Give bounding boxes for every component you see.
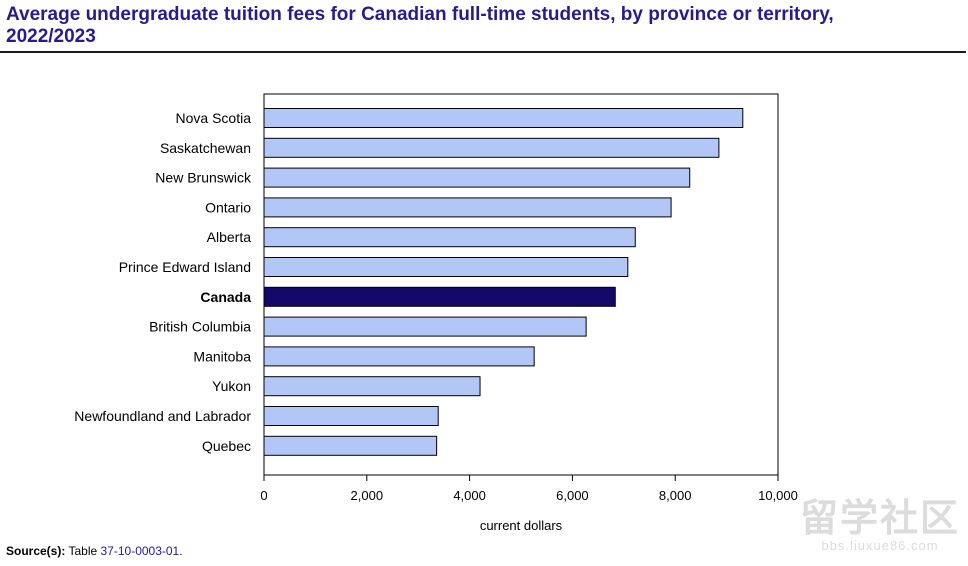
category-label: Nova Scotia [176,110,252,126]
category-label: Manitoba [193,348,251,364]
bar-newfoundland-and-labrador [263,406,439,426]
category-label: Newfoundland and Labrador [74,408,251,424]
bar-new-brunswick [263,167,691,188]
category-label: Canada [200,289,251,305]
category-label: New Brunswick [155,170,252,186]
source-prefix: Table [68,544,98,558]
bar-chart: Nova Scotia Saskatchewan New Brunswick Onta… [74,93,798,533]
x-tick-label: 2,000 [351,488,384,503]
bar-quebec [263,435,438,456]
category-label: Ontario [205,199,251,215]
bar-canada [263,286,616,307]
x-tick-label: 4,000 [453,488,486,503]
x-tick-label: 10,000 [758,488,798,503]
bar-british-columbia [263,316,587,337]
bar-ontario [263,197,672,218]
bar-alberta [263,227,636,248]
bar-nova-scotia [263,108,744,128]
chart-title: Average undergraduate tuition fees for C… [6,4,834,47]
bar-saskatchewan [263,137,720,158]
x-tick-label: 8,000 [659,488,692,503]
bar-yukon [263,376,481,397]
source-label: Source(s): [6,544,66,558]
category-label: British Columbia [149,319,251,335]
watermark-url: bbs.liuxue86.com [821,538,939,553]
category-label: Prince Edward Island [119,259,251,275]
category-label: Quebec [202,438,251,454]
x-tick-label: 0 [260,488,267,503]
category-label: Alberta [207,229,252,245]
bar-prince-edward-island [263,257,629,277]
source-table-link[interactable]: 37-10-0003-01 [100,544,180,558]
x-axis-label: current dollars [480,518,563,533]
source-note: Source(s): Table 37-10-0003-01. [6,544,183,558]
plot-frame [263,93,779,476]
source-suffix: . [179,544,183,558]
title-divider [0,51,966,53]
category-label: Yukon [212,378,251,394]
x-tick-label: 6,000 [556,488,589,503]
bar-manitoba [263,346,535,367]
category-label: Saskatchewan [160,140,251,156]
